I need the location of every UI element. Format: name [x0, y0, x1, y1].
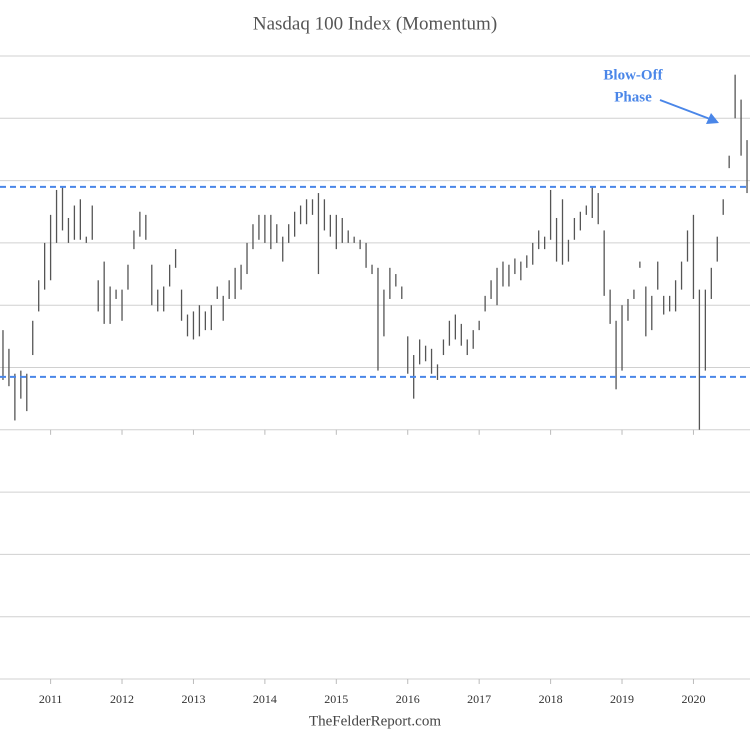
x-tick-label: 2011 — [39, 692, 63, 706]
annotation-arrow — [659, 99, 711, 120]
x-tick-label: 2017 — [467, 692, 491, 706]
chart-title: Nasdaq 100 Index (Momentum) — [253, 13, 497, 34]
x-tick-label: 2016 — [396, 692, 420, 706]
x-tick-label: 2012 — [110, 692, 134, 706]
x-tick-label: 2015 — [324, 692, 348, 706]
annotation: Phase — [614, 89, 652, 105]
x-tick-label: 2020 — [681, 692, 705, 706]
x-tick-label: 2014 — [253, 692, 277, 706]
source: TheFelderReport.com — [309, 713, 441, 729]
x-tick-label: 2018 — [539, 692, 563, 706]
x-tick-label: 2013 — [181, 692, 205, 706]
x-tick-label: 2019 — [610, 692, 634, 706]
annotation-arrowhead — [706, 113, 719, 124]
annotation: Blow-Off — [603, 67, 663, 83]
